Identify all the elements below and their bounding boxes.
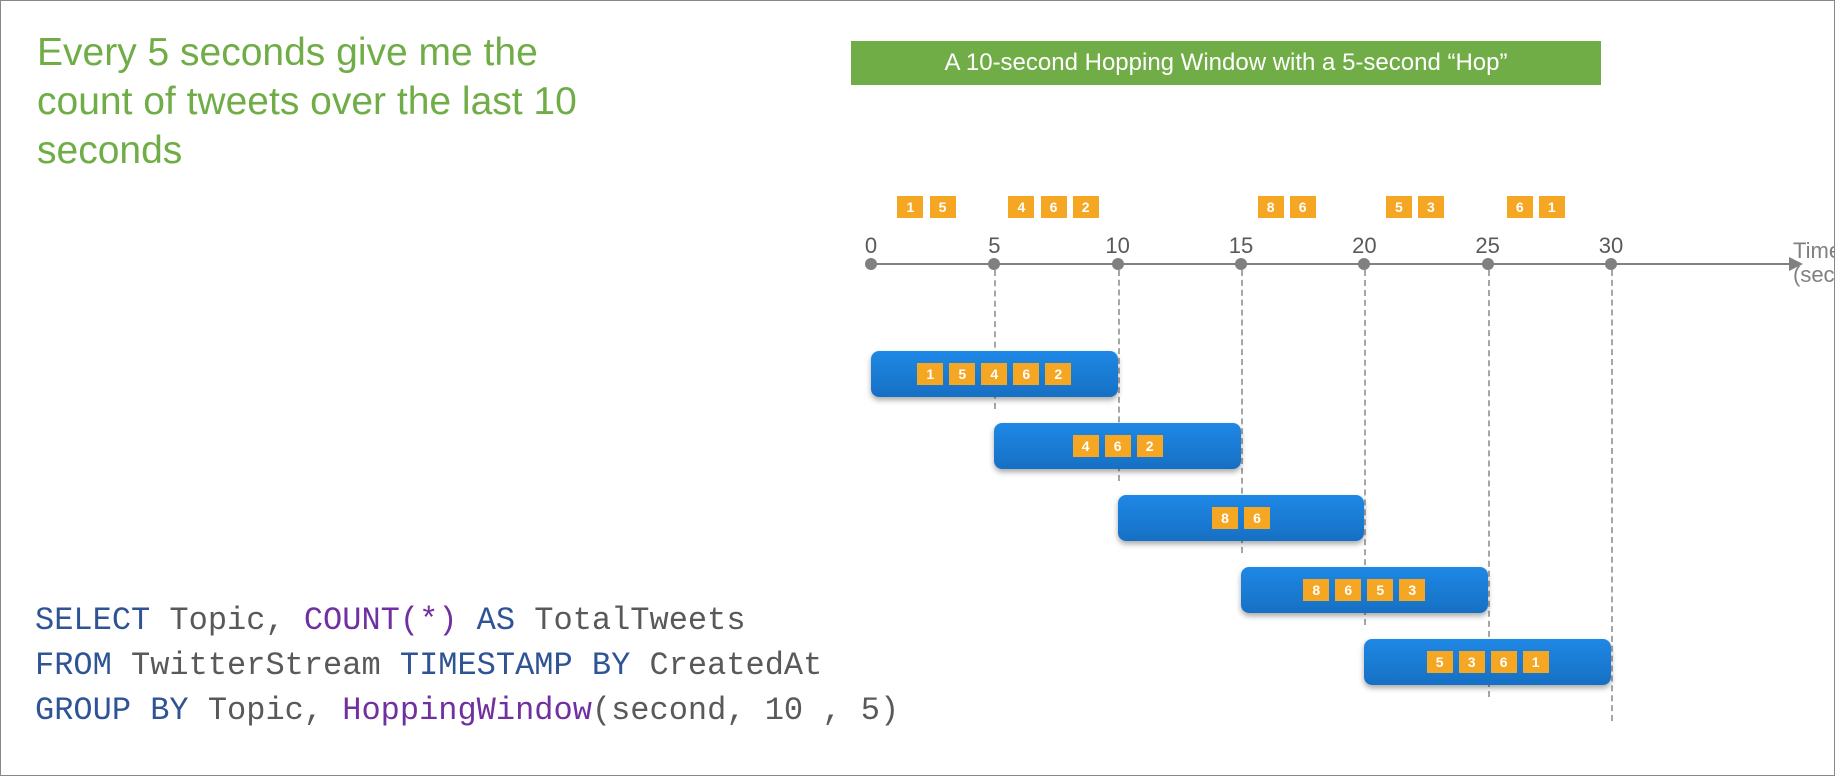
sql-query: SELECT Topic, COUNT(*) AS TotalTweetsFRO… xyxy=(35,599,899,733)
sql-token: FROM xyxy=(35,647,131,684)
window-event: 6 xyxy=(1335,579,1361,601)
hopping-window: 5361 xyxy=(1364,639,1611,685)
tick-label: 15 xyxy=(1229,233,1253,259)
window-event: 4 xyxy=(1073,435,1099,457)
tick-dot xyxy=(865,258,877,270)
event-marker: 8 xyxy=(1258,196,1284,218)
event-marker: 6 xyxy=(1290,196,1316,218)
event-marker: 6 xyxy=(1507,196,1533,218)
hopping-window: 15462 xyxy=(871,351,1118,397)
window-event: 5 xyxy=(1367,579,1393,601)
event-marker: 4 xyxy=(1008,196,1034,218)
window-event: 2 xyxy=(1045,363,1071,385)
window-event: 6 xyxy=(1244,507,1270,529)
sql-line: FROM TwitterStream TIMESTAMP BY CreatedA… xyxy=(35,644,899,689)
sql-line: SELECT Topic, COUNT(*) AS TotalTweets xyxy=(35,599,899,644)
window-event: 6 xyxy=(1013,363,1039,385)
event-marker: 3 xyxy=(1418,196,1444,218)
sql-token: SELECT xyxy=(35,602,169,639)
axis-label: Time (secs) xyxy=(1793,239,1835,287)
sql-token: Topic, xyxy=(169,602,303,639)
banner-title: A 10-second Hopping Window with a 5-seco… xyxy=(851,41,1601,85)
tick-label: 5 xyxy=(988,233,1000,259)
sql-token: CreatedAt xyxy=(650,647,823,684)
window-event: 3 xyxy=(1399,579,1425,601)
tick-label: 20 xyxy=(1352,233,1376,259)
sql-line: GROUP BY Topic, HoppingWindow(second, 10… xyxy=(35,689,899,734)
tick-label: 30 xyxy=(1599,233,1623,259)
tick-dot xyxy=(1605,258,1617,270)
event-marker: 1 xyxy=(897,196,923,218)
hopping-window: 462 xyxy=(994,423,1241,469)
tick-label: 10 xyxy=(1105,233,1129,259)
window-event: 6 xyxy=(1491,651,1517,673)
sql-token: AS xyxy=(477,602,535,639)
sql-token: TwitterStream xyxy=(131,647,400,684)
window-event: 3 xyxy=(1459,651,1485,673)
dashed-guide xyxy=(1611,270,1613,721)
window-event: 5 xyxy=(949,363,975,385)
event-marker: 6 xyxy=(1041,196,1067,218)
event-marker: 5 xyxy=(930,196,956,218)
tick-label: 25 xyxy=(1475,233,1499,259)
tick-dot xyxy=(1235,258,1247,270)
tick-dot xyxy=(988,258,1000,270)
time-axis-line xyxy=(871,263,1789,265)
window-event: 1 xyxy=(1523,651,1549,673)
dashed-guide xyxy=(1488,270,1490,697)
sql-token: HoppingWindow xyxy=(342,692,592,729)
window-event: 5 xyxy=(1427,651,1453,673)
sql-token: GROUP BY xyxy=(35,692,208,729)
window-event: 6 xyxy=(1105,435,1131,457)
hopping-window: 8653 xyxy=(1241,567,1488,613)
sql-token: COUNT(*) xyxy=(304,602,477,639)
window-event: 8 xyxy=(1303,579,1329,601)
tick-dot xyxy=(1112,258,1124,270)
window-event: 4 xyxy=(981,363,1007,385)
event-marker: 5 xyxy=(1386,196,1412,218)
sql-token: TotalTweets xyxy=(534,602,745,639)
tick-label: 0 xyxy=(865,233,877,259)
tick-dot xyxy=(1358,258,1370,270)
hopping-window: 86 xyxy=(1118,495,1365,541)
window-event: 8 xyxy=(1212,507,1238,529)
window-event: 2 xyxy=(1137,435,1163,457)
sql-token: TIMESTAMP BY xyxy=(400,647,650,684)
sql-token: (second, 10 , 5) xyxy=(592,692,899,729)
description-heading: Every 5 seconds give me the count of twe… xyxy=(37,29,607,175)
tick-dot xyxy=(1482,258,1494,270)
event-marker: 1 xyxy=(1539,196,1565,218)
event-marker: 2 xyxy=(1073,196,1099,218)
window-event: 1 xyxy=(917,363,943,385)
sql-token: Topic, xyxy=(208,692,342,729)
